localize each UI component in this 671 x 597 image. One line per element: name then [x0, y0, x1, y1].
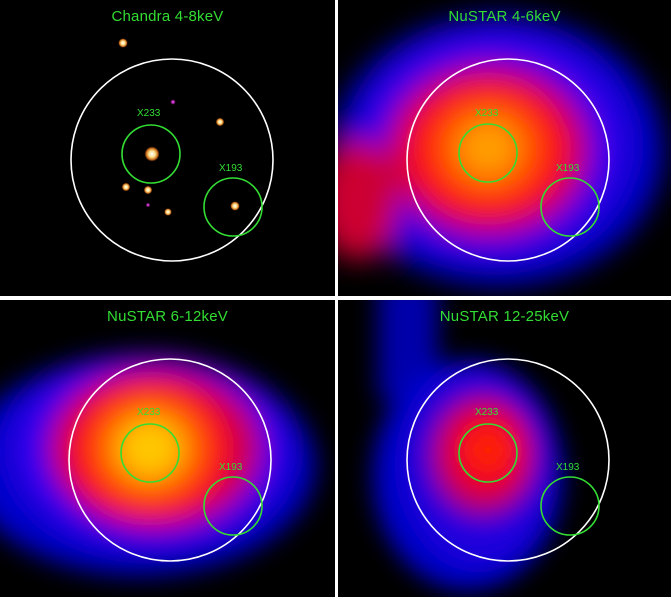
region-x193 — [203, 476, 263, 536]
nustar-image — [373, 300, 610, 590]
point-source — [170, 99, 176, 105]
source-label-x193: X193 — [219, 462, 243, 473]
region-x193 — [540, 476, 600, 536]
region-x233 — [458, 123, 518, 183]
extraction-circle — [68, 358, 272, 562]
panel-title: NuSTAR 4-6keV — [448, 8, 561, 25]
extraction-circle — [406, 58, 610, 262]
nustar-image — [338, 15, 663, 285]
panel-nustar-12-25kev: NuSTAR 12-25keV X233 X193 — [338, 300, 671, 597]
chandra-image — [70, 38, 274, 262]
region-x233 — [120, 423, 180, 483]
point-source — [121, 182, 131, 192]
region-x233 — [458, 423, 518, 483]
point-source — [143, 185, 153, 195]
source-label-x193: X193 — [556, 163, 580, 174]
point-source — [144, 146, 160, 162]
point-source — [230, 201, 240, 211]
point-source — [118, 38, 128, 48]
extraction-circle — [70, 58, 274, 262]
region-x193 — [540, 177, 600, 237]
point-source — [215, 117, 225, 127]
panel-title: NuSTAR 6-12keV — [107, 308, 228, 325]
source-label-x193: X193 — [219, 163, 243, 174]
panel-title: Chandra 4-8keV — [111, 8, 224, 25]
point-source — [145, 202, 151, 208]
point-source — [164, 208, 172, 216]
panel-nustar-4-6kev: NuSTAR 4-6keV X233 X193 — [338, 0, 671, 296]
panel-chandra-4-8kev: Chandra 4-8keV X233 X193 — [0, 0, 335, 296]
source-label-x233: X233 — [137, 108, 161, 119]
extraction-circle — [406, 358, 610, 562]
region-x193 — [203, 177, 263, 237]
source-label-x233: X233 — [475, 108, 499, 119]
panel-title: NuSTAR 12-25keV — [439, 308, 570, 325]
source-label-x233: X233 — [137, 407, 161, 418]
panel-nustar-6-12kev: NuSTAR 6-12keV X233 X193 — [0, 300, 335, 597]
nustar-image — [0, 355, 315, 575]
source-label-x233: X233 — [475, 407, 499, 418]
source-label-x193: X193 — [556, 462, 580, 473]
region-x233 — [121, 124, 181, 184]
